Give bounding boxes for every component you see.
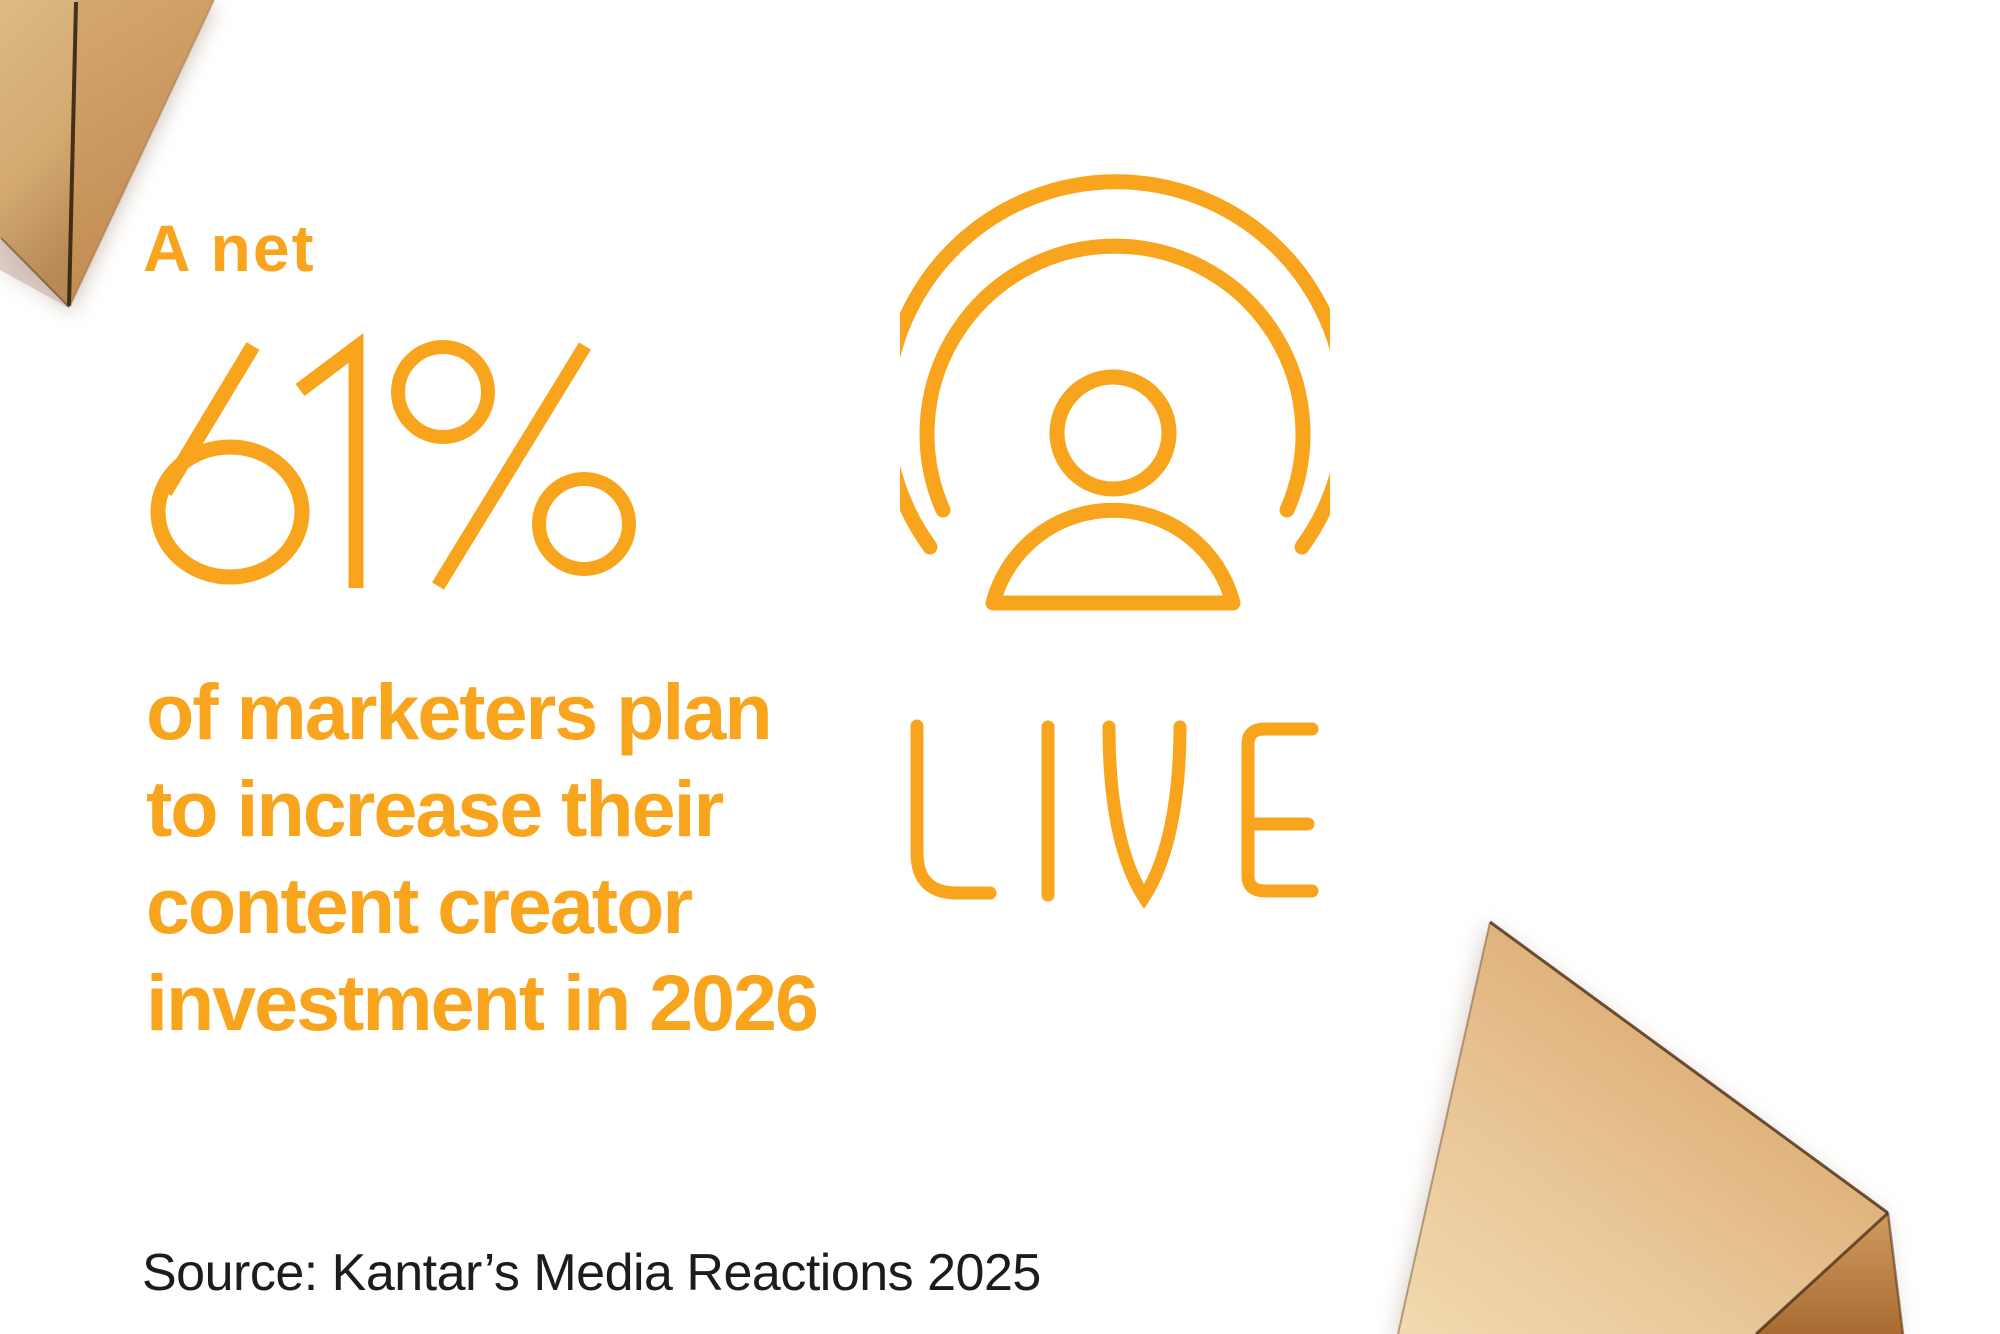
pyramid-left-face	[0, 0, 76, 308]
letter-E-spine	[1241, 722, 1319, 898]
pyramid-edge	[1754, 1211, 1890, 1334]
description-line: of marketers plan	[146, 667, 773, 756]
digit-six-stroke	[158, 342, 260, 496]
letter-V	[1102, 720, 1187, 909]
person-head	[1049, 369, 1177, 497]
pyramid-edge	[69, 0, 215, 307]
inner-signal-arc	[919, 238, 1311, 518]
live-broadcast-person-icon	[900, 174, 1330, 611]
pyramid-main-face	[1398, 922, 1888, 1334]
description-line: investment in 2026	[146, 958, 819, 1047]
pyramid-edge	[1397, 921, 1491, 1334]
pyramid-edge	[1489, 920, 1889, 1215]
stat-description: of marketers plan to increase their cont…	[146, 663, 819, 1051]
stat-value-figure: 61%	[120, 320, 680, 610]
pyramid-side-face	[1756, 1213, 1903, 1334]
pyramid-edge	[67, 1, 78, 307]
digit-six-bowl	[150, 439, 310, 585]
pyramid-edge	[1886, 1212, 1905, 1334]
outer-signal-arc	[900, 174, 1330, 555]
source-attribution: Source: Kantar’s Media Reactions 2025	[142, 1244, 1041, 1302]
stat-lead-in: A net	[143, 211, 316, 285]
digit-one	[295, 333, 364, 588]
description-line: content creator	[146, 861, 693, 950]
bronze-pyramid-top-left	[0, 0, 215, 308]
pyramid-edge	[0, 237, 70, 308]
live-badge: LIVE	[900, 160, 1330, 910]
percent-ring-top	[391, 340, 495, 444]
live-logotype	[910, 719, 1319, 909]
percent-slash	[432, 342, 591, 590]
bronze-pyramid-bottom-right	[1397, 920, 1905, 1334]
description-line: to increase their	[146, 764, 724, 853]
letter-L	[910, 719, 997, 900]
percent-ring-bottom	[532, 472, 636, 576]
person-shoulders	[985, 502, 1241, 611]
pyramid-right-face	[69, 0, 214, 308]
